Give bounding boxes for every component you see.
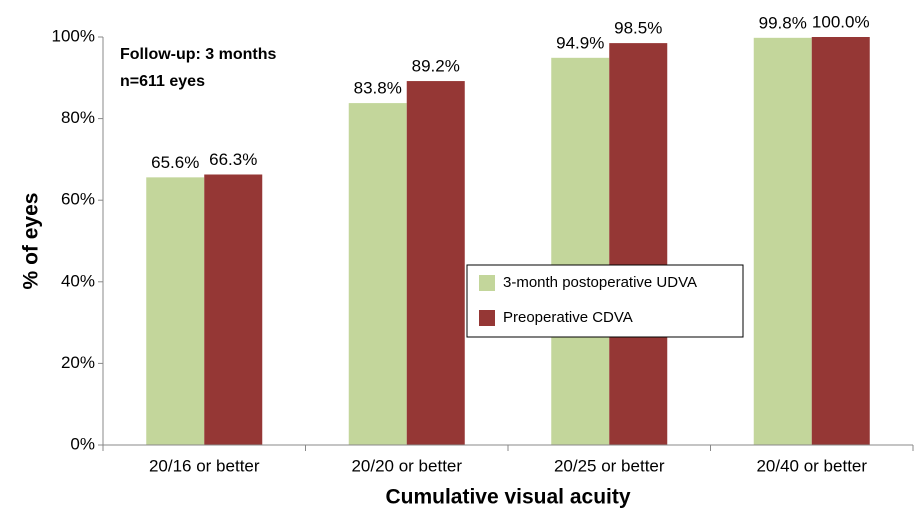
x-tick-label: 20/40 or better xyxy=(756,456,867,475)
y-tick-label: 80% xyxy=(61,108,95,127)
annotation: n=611 eyes xyxy=(120,73,205,90)
y-tick-label: 60% xyxy=(61,190,95,209)
data-label: 66.3% xyxy=(209,150,257,169)
data-label: 65.6% xyxy=(151,153,199,172)
bar xyxy=(146,177,205,446)
y-tick-label: 100% xyxy=(52,26,95,45)
legend-label: Preoperative CDVA xyxy=(503,309,633,326)
bar xyxy=(348,103,407,445)
data-label: 94.9% xyxy=(556,33,604,52)
bar xyxy=(406,81,465,446)
y-tick-label: 0% xyxy=(70,434,95,453)
bar xyxy=(551,57,610,446)
bar xyxy=(609,43,668,446)
bar xyxy=(204,174,263,445)
y-tick-label: 20% xyxy=(61,353,95,372)
data-label: 100.0% xyxy=(812,12,870,31)
bar xyxy=(753,37,812,445)
x-tick-label: 20/20 or better xyxy=(351,456,462,475)
legend-label: 3-month postoperative UDVA xyxy=(503,274,697,291)
data-label: 83.8% xyxy=(354,79,402,98)
data-label: 89.2% xyxy=(412,57,460,76)
bar xyxy=(811,37,870,445)
y-axis-title: % of eyes xyxy=(20,193,43,290)
x-tick-label: 20/25 or better xyxy=(554,456,665,475)
x-axis-title: Cumulative visual acuity xyxy=(385,486,630,509)
y-tick-label: 40% xyxy=(61,271,95,290)
legend-box xyxy=(466,264,744,338)
data-label: 98.5% xyxy=(614,19,662,38)
data-label: 99.8% xyxy=(759,13,807,32)
x-tick-label: 20/16 or better xyxy=(149,456,260,475)
legend-swatch xyxy=(479,275,495,291)
legend-swatch xyxy=(479,310,495,326)
annotation: Follow-up: 3 months xyxy=(120,46,277,63)
